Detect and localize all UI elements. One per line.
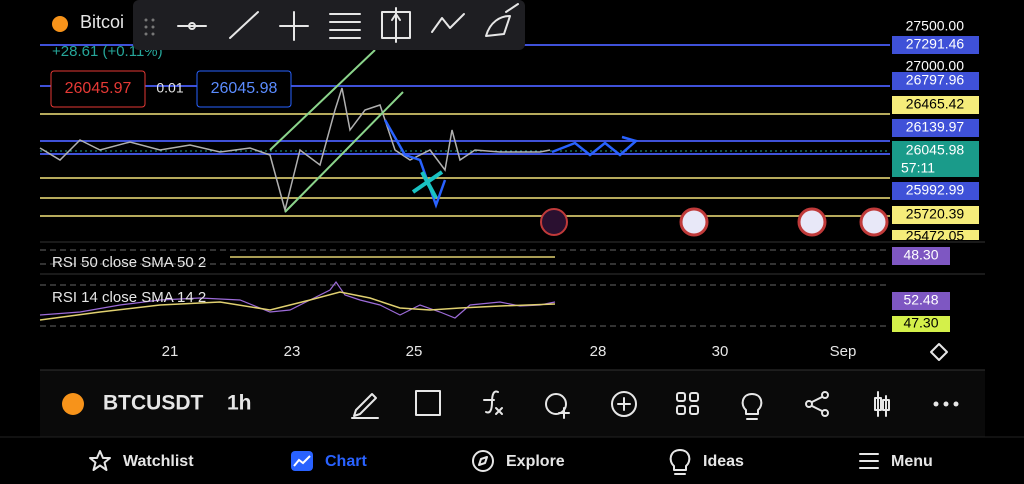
time-label: 28	[590, 343, 607, 360]
trendline-tool[interactable]	[229, 11, 259, 39]
coin-icon	[52, 16, 68, 32]
buy-button[interactable]	[196, 70, 292, 108]
cross-drawing	[411, 170, 444, 199]
watchlist-icon[interactable]	[89, 450, 111, 471]
alert-button[interactable]	[545, 393, 567, 415]
chart-icon[interactable]	[291, 451, 313, 471]
last-price: 26045.98	[906, 142, 965, 158]
price-label: 27291.46	[906, 36, 965, 52]
time-label: Sep	[830, 343, 857, 360]
nav-item[interactable]: Ideas	[703, 453, 744, 470]
grid-button[interactable]	[676, 392, 686, 402]
price-label: 25472.05	[906, 228, 965, 244]
time-label: 21	[162, 343, 179, 360]
add-button[interactable]	[611, 391, 637, 417]
bottom-toolbar: BTCUSDT 1h	[40, 369, 985, 437]
indicator-label: RSI 14 close SMA 14 2	[52, 289, 206, 306]
interval[interactable]: 1h	[227, 392, 252, 415]
ticker[interactable]: BTCUSDT	[103, 392, 203, 415]
event-icons	[540, 207, 889, 237]
time-label: 25	[406, 343, 423, 360]
indicator-value: 52.48	[903, 292, 938, 308]
share-button[interactable]	[805, 400, 813, 408]
sell-price[interactable]: 26045.97	[65, 80, 132, 97]
bottom-nav: Watchlist Chart Explore Ideas Menu	[0, 436, 1024, 475]
more-button[interactable]	[933, 401, 959, 407]
time-label: 23	[284, 343, 301, 360]
buy-price[interactable]: 26045.98	[211, 80, 278, 97]
indicators-button[interactable]	[483, 390, 503, 415]
countdown: 57:11	[901, 160, 935, 176]
draw-button[interactable]	[351, 393, 379, 419]
price-label: 26465.42	[906, 96, 965, 112]
nav-item[interactable]: Menu	[891, 453, 933, 470]
price-axis: 27500.00 27291.46 27000.00 26797.96 2646…	[892, 18, 979, 244]
price-label: 25992.99	[906, 182, 965, 198]
menu-icon[interactable]	[859, 453, 879, 469]
symbol-name: Bitcoi	[80, 12, 124, 32]
pattern-tool[interactable]	[431, 13, 465, 33]
quantity[interactable]: 0.01	[156, 80, 183, 96]
settings-icon[interactable]	[930, 343, 948, 361]
indicator-value: 47.30	[903, 315, 938, 331]
fib-tool[interactable]	[329, 13, 361, 39]
time-axis: 21 23 25 28 30 Sep	[162, 343, 948, 361]
explore-icon[interactable]	[472, 450, 494, 472]
drawing-toolbar	[133, 0, 525, 50]
indicator-label: RSI 50 close SMA 50 2	[52, 254, 206, 271]
nav-item[interactable]: Watchlist	[123, 453, 194, 470]
price-label: 27000.00	[906, 58, 965, 74]
nav-item[interactable]: Explore	[506, 453, 565, 470]
brush-tool[interactable]	[485, 3, 519, 37]
crosshair-tool[interactable]	[279, 11, 309, 41]
projection-drawing	[551, 135, 639, 157]
price-label: 27500.00	[906, 18, 965, 34]
indicator-value: 48.30	[903, 247, 938, 263]
layout-button[interactable]	[415, 390, 441, 416]
rsi-pane: RSI 50 close SMA 50 2 48.30 RSI 14 close…	[39, 247, 985, 332]
ideas-icon[interactable]	[669, 449, 691, 475]
price-label: 26139.97	[906, 119, 965, 135]
price-label: 26797.96	[906, 72, 965, 88]
projection-drawing	[383, 119, 447, 209]
channel-drawing	[269, 49, 404, 213]
price-path	[39, 87, 551, 213]
ideas-button[interactable]	[741, 393, 763, 420]
time-label: 30	[712, 343, 729, 360]
nav-item[interactable]: Chart	[325, 453, 367, 470]
sell-button[interactable]	[50, 70, 146, 108]
price-label: 25720.39	[906, 206, 965, 222]
